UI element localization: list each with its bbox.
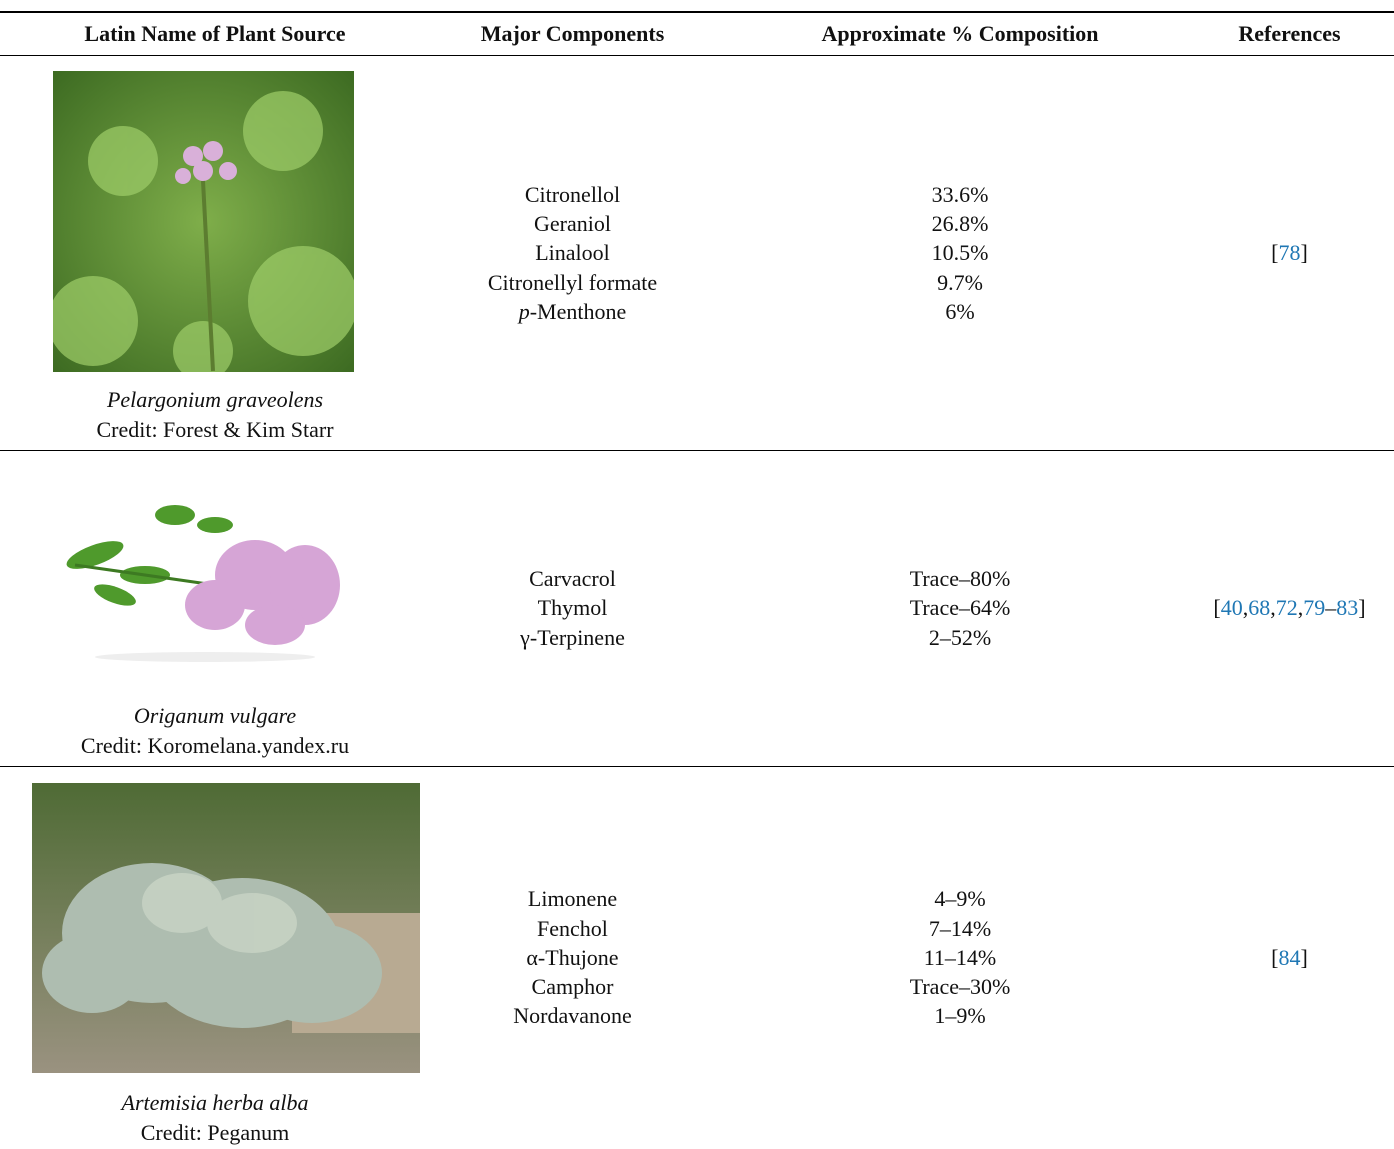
reference-link[interactable]: 68 xyxy=(1248,595,1270,620)
component: Limonene xyxy=(528,884,617,913)
component: Nordavanone xyxy=(513,1001,632,1030)
component: Linalool xyxy=(535,238,610,267)
cell: [78] xyxy=(1185,56,1394,450)
component: Carvacrol xyxy=(529,564,616,593)
reference-separator: [ xyxy=(1271,240,1278,265)
photo xyxy=(32,783,420,1073)
reference-link[interactable]: 79 xyxy=(1303,595,1325,620)
plant-photo xyxy=(55,485,345,665)
composition: Trace–30% xyxy=(910,972,1011,1001)
composition: 4–9% xyxy=(934,884,985,913)
cell: 4–9%7–14%11–14%Trace–30%1–9% xyxy=(715,766,1205,1149)
component: Camphor xyxy=(532,972,614,1001)
component: γ-Terpinene xyxy=(520,623,625,652)
component: Thymol xyxy=(538,593,608,622)
credit: Credit: Peganum xyxy=(0,1118,430,1148)
reference-link[interactable]: 40 xyxy=(1221,595,1243,620)
credit: Credit: Forest & Kim Starr xyxy=(0,415,430,445)
cell: [84] xyxy=(1185,766,1394,1149)
photo xyxy=(53,71,354,372)
reference-separator: ] xyxy=(1301,240,1308,265)
component-name: -Menthone xyxy=(530,299,627,324)
composition: 1–9% xyxy=(934,1001,985,1030)
composition: 9.7% xyxy=(937,268,983,297)
latin-name: Pelargonium graveolens xyxy=(0,385,430,415)
column-header: References xyxy=(1185,12,1394,56)
latin-name: Origanum vulgare xyxy=(0,701,430,731)
plant-photo xyxy=(32,783,420,1073)
reference-separator: [ xyxy=(1271,945,1278,970)
composition: Trace–80% xyxy=(910,564,1011,593)
reference-separator: – xyxy=(1325,595,1336,620)
references: [84] xyxy=(1271,943,1308,972)
composition: 26.8% xyxy=(932,209,989,238)
references: [40,68,72,79–83] xyxy=(1213,593,1365,622)
reference-link[interactable]: 72 xyxy=(1276,595,1298,620)
composition: 33.6% xyxy=(932,180,989,209)
composition: 2–52% xyxy=(929,623,991,652)
table-page: Latin Name of Plant SourceMajor Componen… xyxy=(0,0,1394,1149)
latin-name: Artemisia herba alba xyxy=(0,1088,430,1118)
reference-separator: ] xyxy=(1358,595,1365,620)
cell: Trace–80%Trace–64%2–52% xyxy=(715,450,1205,766)
cell: 33.6%26.8%10.5%9.7%6% xyxy=(715,56,1205,450)
composition: 10.5% xyxy=(932,238,989,267)
cell: [40,68,72,79–83] xyxy=(1185,450,1394,766)
reference-separator: ] xyxy=(1301,945,1308,970)
composition: Trace–64% xyxy=(910,593,1011,622)
component: Citronellol xyxy=(525,180,620,209)
component: Citronellyl formate xyxy=(488,268,657,297)
composition: 11–14% xyxy=(924,943,997,972)
component: p-Menthone xyxy=(519,297,627,326)
references: [78] xyxy=(1271,238,1308,267)
column-header: Latin Name of Plant Source xyxy=(0,12,430,56)
component: α-Thujone xyxy=(526,943,618,972)
component: Geraniol xyxy=(534,209,611,238)
composition: 6% xyxy=(945,297,974,326)
reference-link[interactable]: 78 xyxy=(1279,240,1301,265)
photo xyxy=(55,485,345,665)
reference-link[interactable]: 84 xyxy=(1279,945,1301,970)
credit: Credit: Koromelana.yandex.ru xyxy=(0,731,430,761)
reference-separator: [ xyxy=(1213,595,1220,620)
component-prefix: p xyxy=(519,299,530,324)
reference-link[interactable]: 83 xyxy=(1336,595,1358,620)
component: Fenchol xyxy=(537,914,608,943)
column-header: Major Components xyxy=(430,12,715,56)
composition: 7–14% xyxy=(929,914,991,943)
plant-photo xyxy=(53,71,354,372)
column-header: Approximate % Composition xyxy=(715,12,1205,56)
